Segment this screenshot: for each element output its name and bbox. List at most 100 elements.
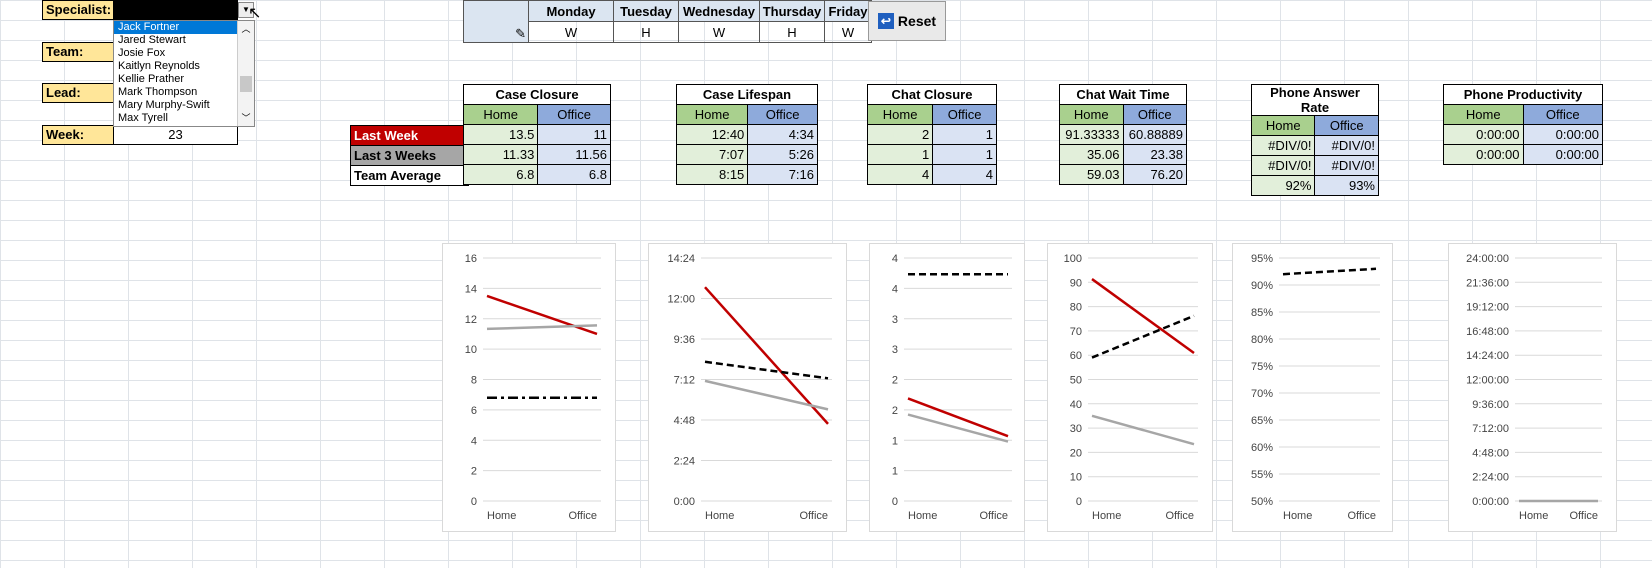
- series-line: [486, 324, 598, 331]
- y-tick-label: 7:12: [674, 375, 695, 387]
- x-tick-label: Home: [1283, 510, 1312, 522]
- chart-phone-answer-rate[interactable]: 50% 55% 60% 65% 70% 75% 80% 85% 90% 95% Home Office: [1232, 243, 1393, 532]
- metric-cell: 6.8: [462, 164, 539, 185]
- office-header: Office: [747, 104, 818, 125]
- y-tick-label: 4:48:00: [1472, 447, 1509, 459]
- chart-chat-closure[interactable]: 0 1 1 2 2 3 3 4 4 Home Office: [869, 243, 1025, 532]
- metric-table-chat-wait-time: Chat Wait Time Home Office 91.33333 60.888…: [1059, 84, 1187, 185]
- metric-cell: 5:26: [747, 144, 818, 165]
- specialist-label: Specialist:: [42, 0, 114, 20]
- dropdown-item[interactable]: Kellie Prather: [118, 73, 185, 85]
- y-tick-label: 65%: [1251, 415, 1273, 427]
- series-line: [907, 413, 1009, 443]
- metric-cell: #DIV/0!: [1250, 135, 1316, 156]
- y-tick-label: 4: [892, 283, 898, 295]
- metric-cell: 1: [932, 144, 997, 165]
- y-tick-label: 90: [1070, 277, 1082, 289]
- metric-cell: 6.8: [537, 164, 611, 185]
- chart-chat-wait-time[interactable]: 0 10 20 30 40 50 60 70 80 90 100 Home Office: [1047, 243, 1213, 532]
- y-tick-label: 2: [892, 375, 898, 387]
- y-tick-label: 21:36:00: [1466, 277, 1509, 289]
- x-tick-label: Office: [979, 510, 1008, 522]
- y-tick-label: 12:00:00: [1466, 375, 1509, 387]
- office-header: Office: [932, 104, 997, 125]
- chart-svg: 0:00 2:24 4:48 7:12 9:36 12:00 14:24 Home Office: [667, 253, 832, 522]
- chart-case-closure[interactable]: 0 2 4 6 8 10 12 14 16 Home Office: [442, 243, 616, 532]
- day-value[interactable]: W: [678, 21, 760, 43]
- day-value[interactable]: H: [613, 21, 679, 43]
- office-header: Office: [1122, 104, 1187, 125]
- metric-cell: 8:15: [675, 164, 749, 185]
- y-tick-label: 14: [465, 283, 477, 295]
- chart-case-lifespan[interactable]: 0:00 2:24 4:48 7:12 9:36 12:00 14:24 Home Office: [648, 243, 847, 532]
- x-tick-label: Home: [908, 510, 937, 522]
- metric-cell: 12:40: [675, 124, 749, 145]
- team-label: Team:: [42, 42, 114, 62]
- dropdown-item[interactable]: Jack Fortner: [114, 21, 254, 34]
- y-tick-label: 0:00: [674, 496, 695, 508]
- metric-cell: 0:00:00: [1522, 124, 1603, 145]
- dropdown-item[interactable]: Mary Murphy-Swift: [118, 99, 210, 111]
- specialist-dropdown-field[interactable]: [113, 0, 238, 20]
- schedule-table: ✎ Monday Tuesday Wednesday Thursday Frid…: [463, 0, 872, 43]
- y-tick-label: 70%: [1251, 388, 1273, 400]
- metric-table-phone-productivity: Phone Productivity Home Office 0:00:00 0:0…: [1443, 84, 1603, 165]
- metric-cell: 60.88889: [1122, 124, 1187, 145]
- dropdown-item[interactable]: Kaitlyn Reynolds: [118, 60, 200, 72]
- scroll-thumb[interactable]: [240, 76, 252, 92]
- scroll-up-icon[interactable]: ︿: [241, 24, 251, 34]
- reset-label: Reset: [897, 13, 937, 29]
- y-tick-label: 7:12:00: [1472, 423, 1509, 435]
- y-tick-label: 95%: [1251, 253, 1273, 265]
- y-tick-label: 10: [465, 344, 477, 356]
- day-value[interactable]: W: [528, 21, 614, 43]
- y-tick-label: 80: [1070, 302, 1082, 314]
- y-tick-label: 70: [1070, 326, 1082, 338]
- x-tick-label: Office: [1347, 510, 1376, 522]
- reset-button[interactable]: ↩ Reset: [868, 1, 946, 41]
- y-tick-label: 6: [471, 405, 477, 417]
- metric-cell: #DIV/0!: [1314, 135, 1379, 156]
- y-tick-label: 0: [892, 496, 898, 508]
- chart-svg: 0:00:00 2:24:00 4:48:00 7:12:00 9:36:00 12:00…: [1466, 253, 1602, 522]
- y-tick-label: 85%: [1251, 307, 1273, 319]
- y-tick-label: 1: [892, 435, 898, 447]
- lead-label: Lead:: [42, 83, 114, 103]
- metric-title: Chat Wait Time: [1059, 84, 1187, 105]
- metric-table-phone-answer-rate: Phone Answer Rate Home Office #DIV/0! #DIV…: [1250, 84, 1379, 196]
- row-labels: Last Week Last 3 Weeks Team Average: [350, 125, 469, 186]
- home-header: Home: [866, 104, 934, 125]
- specialist-dropdown-list[interactable]: Jack Fortner Jared Stewart Josie Fox Kai…: [113, 20, 255, 127]
- metric-cell: #DIV/0!: [1314, 155, 1379, 176]
- y-tick-label: 1: [892, 466, 898, 478]
- day-value[interactable]: W: [824, 21, 872, 43]
- home-header: Home: [462, 104, 539, 125]
- dropdown-item[interactable]: Jared Stewart: [118, 34, 186, 46]
- y-tick-label: 9:36: [674, 334, 695, 346]
- day-value[interactable]: H: [759, 21, 825, 43]
- week-value[interactable]: 23: [113, 125, 238, 145]
- series-line: [704, 360, 829, 380]
- dropdown-arrow-icon[interactable]: ▼: [238, 2, 254, 18]
- y-tick-label: 0:00:00: [1472, 496, 1509, 508]
- dropdown-item[interactable]: Max Tyrell: [118, 112, 168, 124]
- day-header: Tuesday: [613, 0, 679, 22]
- dropdown-item[interactable]: Josie Fox: [118, 47, 166, 59]
- dropdown-scrollbar[interactable]: ︿ ﹀: [237, 21, 254, 126]
- y-tick-label: 100: [1064, 253, 1082, 265]
- day-header: Thursday: [759, 0, 825, 22]
- metric-cell: 1: [932, 124, 997, 145]
- chart-phone-productivity[interactable]: 0:00:00 2:24:00 4:48:00 7:12:00 9:36:00 12:00…: [1448, 243, 1617, 532]
- metric-cell: 11.56: [537, 144, 611, 165]
- edit-pen-icon[interactable]: ✎: [463, 0, 529, 43]
- y-tick-label: 9:36:00: [1472, 399, 1509, 411]
- metric-table-case-closure: Case Closure Home Office 13.5 11 11.33 11.5…: [462, 84, 611, 185]
- y-tick-label: 50%: [1251, 496, 1273, 508]
- week-label: Week:: [42, 125, 114, 145]
- metric-cell: 4: [932, 164, 997, 185]
- y-tick-label: 4: [471, 435, 477, 447]
- scroll-down-icon[interactable]: ﹀: [241, 113, 251, 123]
- y-tick-label: 2:24:00: [1472, 472, 1509, 484]
- dropdown-item[interactable]: Mark Thompson: [118, 86, 198, 98]
- metric-cell: 0:00:00: [1522, 144, 1603, 165]
